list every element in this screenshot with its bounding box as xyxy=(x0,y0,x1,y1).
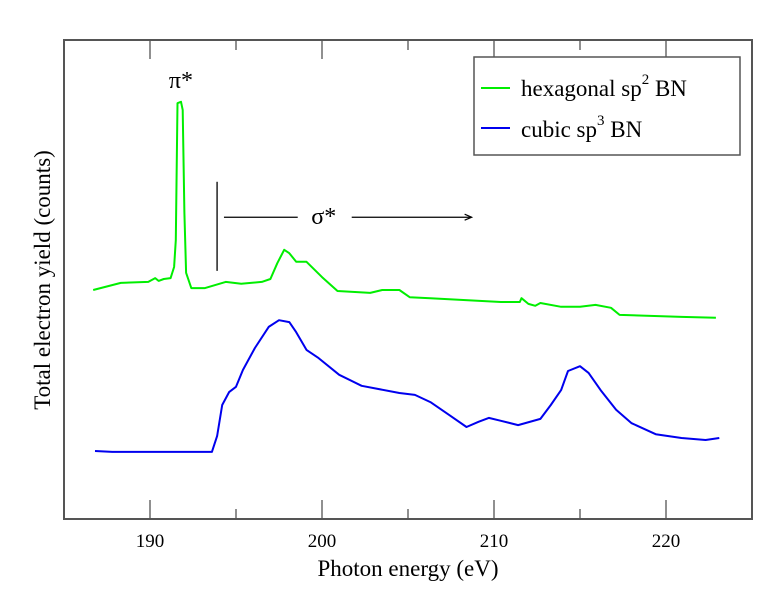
legend-superscript: 3 xyxy=(597,113,605,129)
arrowhead xyxy=(464,213,474,221)
x-tick-label: 190 xyxy=(136,531,165,552)
legend-entry-hexagonal: hexagonal sp2 BN xyxy=(521,72,687,101)
x-axis-label: Photon energy (eV) xyxy=(318,556,499,581)
legend-box xyxy=(473,56,741,156)
x-tick-label: 200 xyxy=(308,531,337,552)
annotations: π* σ* xyxy=(169,68,474,271)
legend-suffix: BN xyxy=(649,76,687,101)
legend-label: hexagonal sp xyxy=(521,76,642,101)
legend-suffix: BN xyxy=(605,117,643,142)
x-tick-label: 220 xyxy=(652,531,681,552)
series-group xyxy=(92,100,720,453)
sigma-star-annotation: σ* xyxy=(311,204,336,230)
legend: hexagonal sp2 BN cubic sp3 BN xyxy=(473,56,741,156)
series-line-cubic xyxy=(94,319,720,453)
legend-label: cubic sp xyxy=(521,117,597,142)
pi-star-annotation: π* xyxy=(169,68,193,94)
y-axis-label: Total electron yield (counts) xyxy=(30,150,55,410)
x-tick-label: 210 xyxy=(480,531,509,552)
x-axis-ticks: 190 200 210 220 xyxy=(136,40,681,552)
legend-entry-cubic: cubic sp3 BN xyxy=(521,113,643,142)
legend-superscript: 2 xyxy=(642,72,650,88)
series-line-hexagonal xyxy=(92,100,716,319)
